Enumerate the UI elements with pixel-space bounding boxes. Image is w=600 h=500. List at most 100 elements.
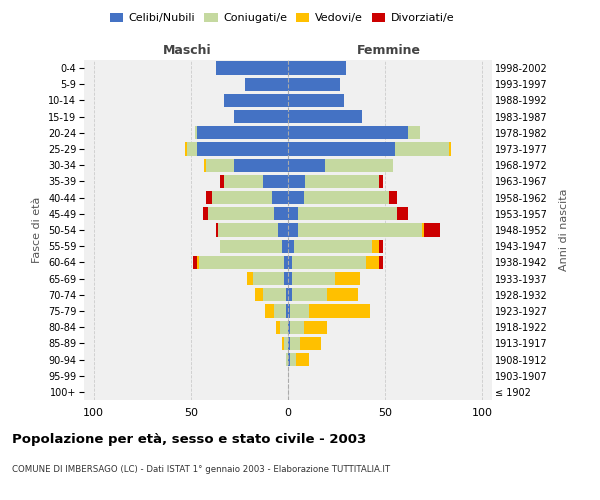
Bar xyxy=(193,256,197,269)
Bar xyxy=(290,353,296,366)
Bar xyxy=(278,224,288,236)
Bar xyxy=(305,175,379,188)
Bar xyxy=(282,240,288,253)
Bar xyxy=(206,191,212,204)
Bar xyxy=(325,158,393,172)
Bar xyxy=(247,272,253,285)
Bar xyxy=(292,288,327,302)
Legend: Celibi/Nubili, Coniugati/e, Vedovi/e, Divorziati/e: Celibi/Nubili, Coniugati/e, Vedovi/e, Di… xyxy=(106,8,458,28)
Bar xyxy=(449,142,451,156)
Bar xyxy=(335,272,360,285)
Bar xyxy=(288,320,290,334)
Bar xyxy=(379,240,383,253)
Bar xyxy=(389,191,397,204)
Y-axis label: Anni di nascita: Anni di nascita xyxy=(559,188,569,271)
Bar xyxy=(288,272,292,285)
Bar xyxy=(304,191,389,204)
Bar xyxy=(290,304,310,318)
Bar xyxy=(224,94,288,107)
Text: Popolazione per età, sesso e stato civile - 2003: Popolazione per età, sesso e stato civil… xyxy=(12,432,366,446)
Bar xyxy=(288,175,305,188)
Bar xyxy=(371,240,379,253)
Bar xyxy=(379,175,383,188)
Bar xyxy=(233,110,288,124)
Bar xyxy=(288,191,304,204)
Bar xyxy=(288,94,344,107)
Y-axis label: Fasce di età: Fasce di età xyxy=(32,197,43,263)
Bar xyxy=(395,142,449,156)
Bar xyxy=(253,272,284,285)
Bar xyxy=(298,224,422,236)
Bar xyxy=(288,304,290,318)
Bar xyxy=(197,256,199,269)
Bar xyxy=(286,288,288,302)
Bar xyxy=(255,288,263,302)
Bar xyxy=(286,304,288,318)
Bar xyxy=(263,288,286,302)
Bar xyxy=(208,207,274,220)
Bar xyxy=(310,304,370,318)
Bar xyxy=(265,304,274,318)
Bar xyxy=(296,353,310,366)
Bar xyxy=(286,353,288,366)
Bar xyxy=(288,110,362,124)
Bar xyxy=(284,272,288,285)
Bar xyxy=(263,175,288,188)
Bar xyxy=(280,320,288,334)
Bar xyxy=(220,240,282,253)
Bar xyxy=(288,288,292,302)
Bar xyxy=(203,207,208,220)
Bar xyxy=(424,224,440,236)
Bar xyxy=(199,256,284,269)
Bar xyxy=(304,320,327,334)
Bar xyxy=(274,304,286,318)
Bar xyxy=(282,336,284,350)
Bar xyxy=(288,224,298,236)
Text: Maschi: Maschi xyxy=(163,44,211,57)
Bar xyxy=(288,240,294,253)
Text: Femmine: Femmine xyxy=(357,44,421,57)
Bar xyxy=(294,240,371,253)
Bar xyxy=(218,224,278,236)
Bar xyxy=(197,142,288,156)
Bar xyxy=(220,175,224,188)
Bar xyxy=(216,62,288,74)
Bar xyxy=(292,272,335,285)
Bar xyxy=(185,142,187,156)
Bar xyxy=(422,224,424,236)
Bar xyxy=(288,336,290,350)
Bar xyxy=(206,158,233,172)
Text: COMUNE DI IMBERSAGO (LC) - Dati ISTAT 1° gennaio 2003 - Elaborazione TUTTITALIA.: COMUNE DI IMBERSAGO (LC) - Dati ISTAT 1°… xyxy=(12,466,390,474)
Bar xyxy=(195,126,197,140)
Bar xyxy=(284,336,288,350)
Bar xyxy=(409,126,420,140)
Bar xyxy=(299,336,321,350)
Bar xyxy=(233,158,288,172)
Bar xyxy=(224,175,263,188)
Bar xyxy=(288,353,290,366)
Bar xyxy=(290,336,299,350)
Bar xyxy=(216,224,218,236)
Bar xyxy=(245,78,288,91)
Bar xyxy=(288,142,395,156)
Bar xyxy=(290,320,304,334)
Bar xyxy=(288,78,340,91)
Bar xyxy=(288,126,409,140)
Bar xyxy=(397,207,409,220)
Bar xyxy=(197,126,288,140)
Bar xyxy=(379,256,383,269)
Bar xyxy=(288,256,292,269)
Bar xyxy=(298,207,397,220)
Bar xyxy=(272,191,288,204)
Bar xyxy=(288,207,298,220)
Bar xyxy=(284,256,288,269)
Bar xyxy=(187,142,197,156)
Bar xyxy=(327,288,358,302)
Bar xyxy=(205,158,206,172)
Bar xyxy=(288,62,346,74)
Bar xyxy=(277,320,280,334)
Bar xyxy=(274,207,288,220)
Bar xyxy=(366,256,379,269)
Bar xyxy=(288,158,325,172)
Bar xyxy=(212,191,272,204)
